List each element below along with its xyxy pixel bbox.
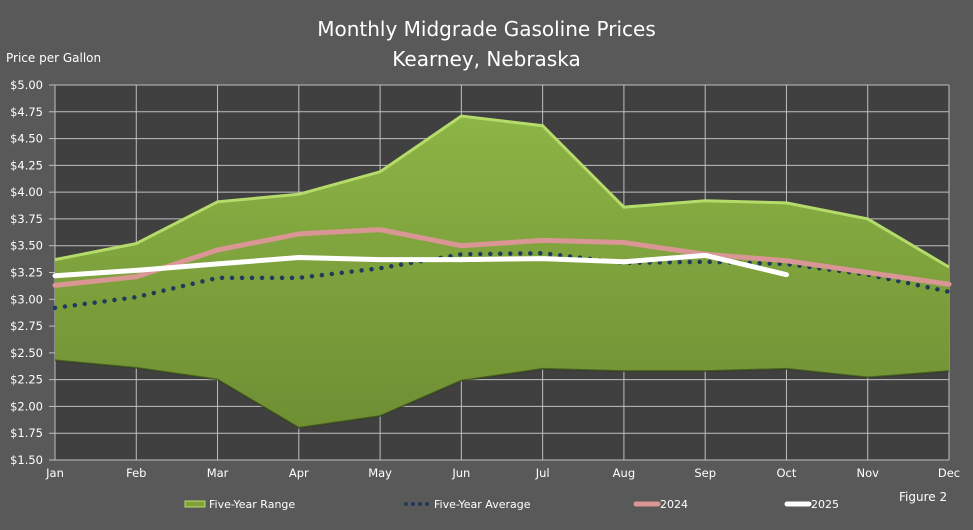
- legend-label: Five-Year Range: [209, 498, 295, 511]
- x-tick-label: Sep: [694, 466, 716, 480]
- y-axis-label: Price per Gallon: [6, 51, 102, 65]
- x-tick-label: May: [368, 466, 392, 480]
- x-tick-label: Mar: [207, 466, 229, 480]
- legend-label: Five-Year Average: [434, 498, 531, 511]
- x-tick-label: Nov: [857, 466, 880, 480]
- five-year-range-lower-edge: [54, 359, 950, 429]
- x-tick-label: Oct: [777, 466, 797, 480]
- y-tick-label: $4.50: [10, 132, 43, 146]
- legend-label: 2025: [811, 498, 839, 511]
- y-tick-label: $2.75: [10, 319, 43, 333]
- y-tick-label: $3.00: [10, 292, 43, 306]
- y-tick-label: $2.50: [10, 346, 43, 360]
- y-tick-label: $4.25: [10, 158, 43, 172]
- five-year-range-area: [55, 116, 949, 428]
- five-year-range-upper-edge: [54, 114, 950, 269]
- series-line-2025: [52, 252, 789, 279]
- x-tick-label: Dec: [938, 466, 960, 480]
- y-tick-label: $4.75: [10, 105, 43, 119]
- x-tick-label: Jun: [451, 466, 470, 480]
- y-tick-label: $2.25: [10, 373, 43, 387]
- five-year-average-line: [52, 250, 952, 311]
- series-line-2024: [52, 227, 952, 288]
- y-tick-label: $3.25: [10, 266, 43, 280]
- y-tick-label: $2.00: [10, 399, 43, 413]
- legend-swatch-five-year-range: [184, 500, 206, 508]
- y-tick-label: $5.00: [10, 78, 43, 92]
- chart-title: Monthly Midgrade Gasoline Prices: [317, 17, 656, 41]
- y-tick-label: $3.50: [10, 239, 43, 253]
- figure-label: Figure 2: [899, 490, 948, 504]
- y-tick-label: $1.75: [10, 426, 43, 440]
- chart-subtitle: Kearney, Nebraska: [392, 47, 581, 71]
- y-tick-label: $4.00: [10, 185, 43, 199]
- y-tick-label: $3.75: [10, 212, 43, 226]
- y-tick-label: $1.50: [10, 453, 43, 467]
- legend-label: 2024: [660, 498, 688, 511]
- x-tick-label: Apr: [289, 466, 309, 480]
- x-tick-label: Jul: [535, 466, 550, 480]
- x-tick-label: Feb: [126, 466, 146, 480]
- x-tick-label: Aug: [613, 466, 635, 480]
- x-tick-label: Jan: [45, 466, 64, 480]
